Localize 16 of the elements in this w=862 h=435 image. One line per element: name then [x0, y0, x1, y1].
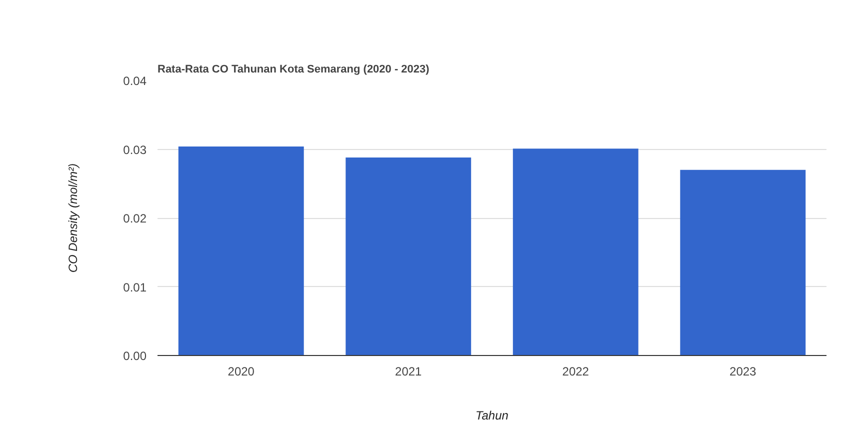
- bar: [512, 148, 638, 356]
- x-tick-label: 2020: [228, 364, 255, 378]
- x-axis-title: Tahun: [476, 408, 509, 422]
- chart-title: Rata-Rata CO Tahunan Kota Semarang (2020 - 2023): [158, 64, 430, 76]
- bar: [346, 158, 472, 356]
- y-tick-label: 0.00: [123, 349, 147, 363]
- y-tick-label: 0.04: [123, 74, 147, 88]
- bar: [178, 146, 304, 356]
- x-tick-label: 2021: [395, 364, 422, 378]
- y-tick-label: 0.03: [123, 142, 147, 157]
- y-tick-label: 0.01: [123, 280, 147, 294]
- y-tick-label: 0.02: [123, 212, 147, 226]
- y-axis-title: CO Density (mol/m²): [66, 163, 80, 273]
- x-tick-label: 2023: [730, 364, 757, 378]
- x-tick-label: 2022: [562, 364, 590, 378]
- bar: [680, 170, 806, 356]
